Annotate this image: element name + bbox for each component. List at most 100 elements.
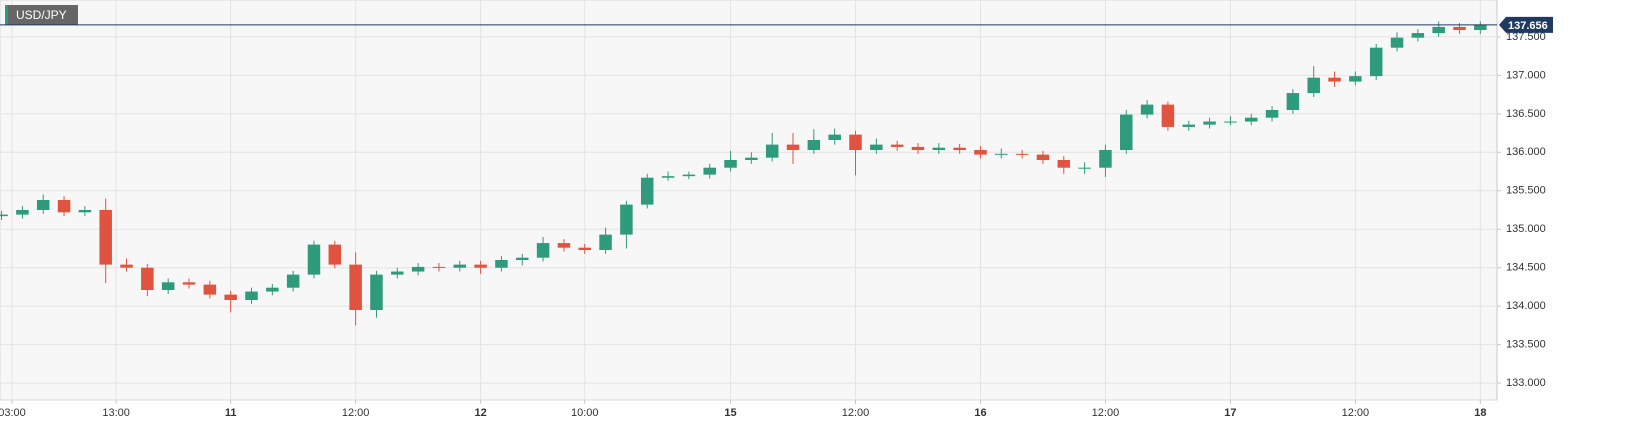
candle-body [1036,154,1050,160]
candle-body [370,274,383,310]
y-tick-label: 137.500 [1506,31,1546,43]
candle-body [1057,160,1071,168]
candle-body [724,160,737,168]
x-tick-label: 12:00 [342,407,370,419]
candle-body [745,157,758,160]
x-tick-label: 03:00 [0,407,26,419]
candle-body [849,134,862,150]
candle-body [78,210,92,213]
candle-body [786,144,800,150]
candle-body [391,271,404,275]
candle-body [36,200,50,210]
candle-body [1099,150,1112,168]
candle-body [1286,93,1300,110]
candle-body [807,140,821,150]
candle-body [120,264,133,268]
candle-body [328,244,342,265]
candle-body [1161,104,1175,127]
x-tick-label: 12:00 [842,407,870,419]
y-tick-label: 136.500 [1506,108,1546,120]
candle-body [974,150,987,155]
x-tick-label: 12:00 [1342,407,1370,419]
last-price-label: 137.656 [1508,20,1548,32]
candle-body [203,284,217,295]
candle-body [1265,110,1279,118]
x-tick-label: 12:00 [1092,407,1120,419]
candle-body [932,147,946,150]
candle-body [411,266,425,272]
candle-body [536,243,550,258]
candle-body [141,267,154,290]
y-tick-label: 134.000 [1506,300,1546,312]
candle-body [620,204,633,235]
candle-body [1390,37,1404,48]
candle-body [578,247,591,250]
candle-body [1182,124,1195,127]
candle-body [953,147,966,150]
candle-body [495,260,508,268]
candle-body [1411,33,1425,38]
candle-body [1369,47,1383,77]
candle-body [307,244,321,275]
candle-body [995,153,1008,155]
symbol-accent [5,5,8,25]
candle-body [1203,121,1216,125]
candle-body [1244,117,1258,122]
candle-body [599,234,612,250]
candle-body [1078,167,1091,169]
candle-body [870,144,883,150]
y-tick-label: 134.500 [1506,262,1546,274]
x-tick-label: 15 [724,407,736,419]
y-tick-label: 136.000 [1506,146,1546,158]
candle-body [1120,114,1133,150]
x-tick-label: 17 [1224,407,1236,419]
x-tick-label: 16 [974,407,986,419]
y-tick-label: 135.000 [1506,223,1546,235]
candle-body [0,214,8,217]
candle-body [432,266,446,268]
candle-body [911,146,925,150]
last-price-tag [1499,16,1553,33]
candle-body [765,144,779,158]
candle-body [1140,104,1154,115]
candle-body [640,177,654,205]
y-tick-label: 135.500 [1506,185,1546,197]
candle-body [1474,24,1487,30]
candle-body [890,144,904,147]
candle-body [682,174,696,177]
candle-body [16,210,29,215]
candle-body [1224,121,1237,123]
candle-body [349,264,362,310]
candle-body [1453,26,1466,30]
y-tick-label: 133.500 [1506,339,1546,351]
candle-body [1015,153,1029,155]
candle-body [557,243,571,248]
candle-body [57,200,71,213]
x-tick-label: 12 [474,407,486,419]
candle-body [474,264,487,268]
x-tick-label: 11 [225,407,237,419]
candle-body [828,134,841,140]
candle-body [661,176,675,178]
candle-body [182,282,196,285]
candle-body [1349,76,1362,82]
symbol-box [5,5,78,25]
candle-body [224,294,237,300]
y-tick-label: 133.000 [1506,377,1546,389]
candle-body [286,274,300,288]
candle-body [516,257,529,260]
candle-body [1432,26,1445,34]
candle-body [1307,77,1320,94]
candle-body [266,287,279,292]
plot-area [0,0,1498,401]
x-tick-label: 13:00 [102,407,130,419]
candle-body [161,282,175,290]
candle-body [99,210,112,265]
candle-body [245,291,258,300]
candle-body [1328,77,1341,82]
candle-body [703,167,716,175]
x-tick-label: 10:00 [571,407,599,419]
y-tick-label: 137.000 [1506,69,1546,81]
chart-title: USD/JPY [16,8,67,22]
